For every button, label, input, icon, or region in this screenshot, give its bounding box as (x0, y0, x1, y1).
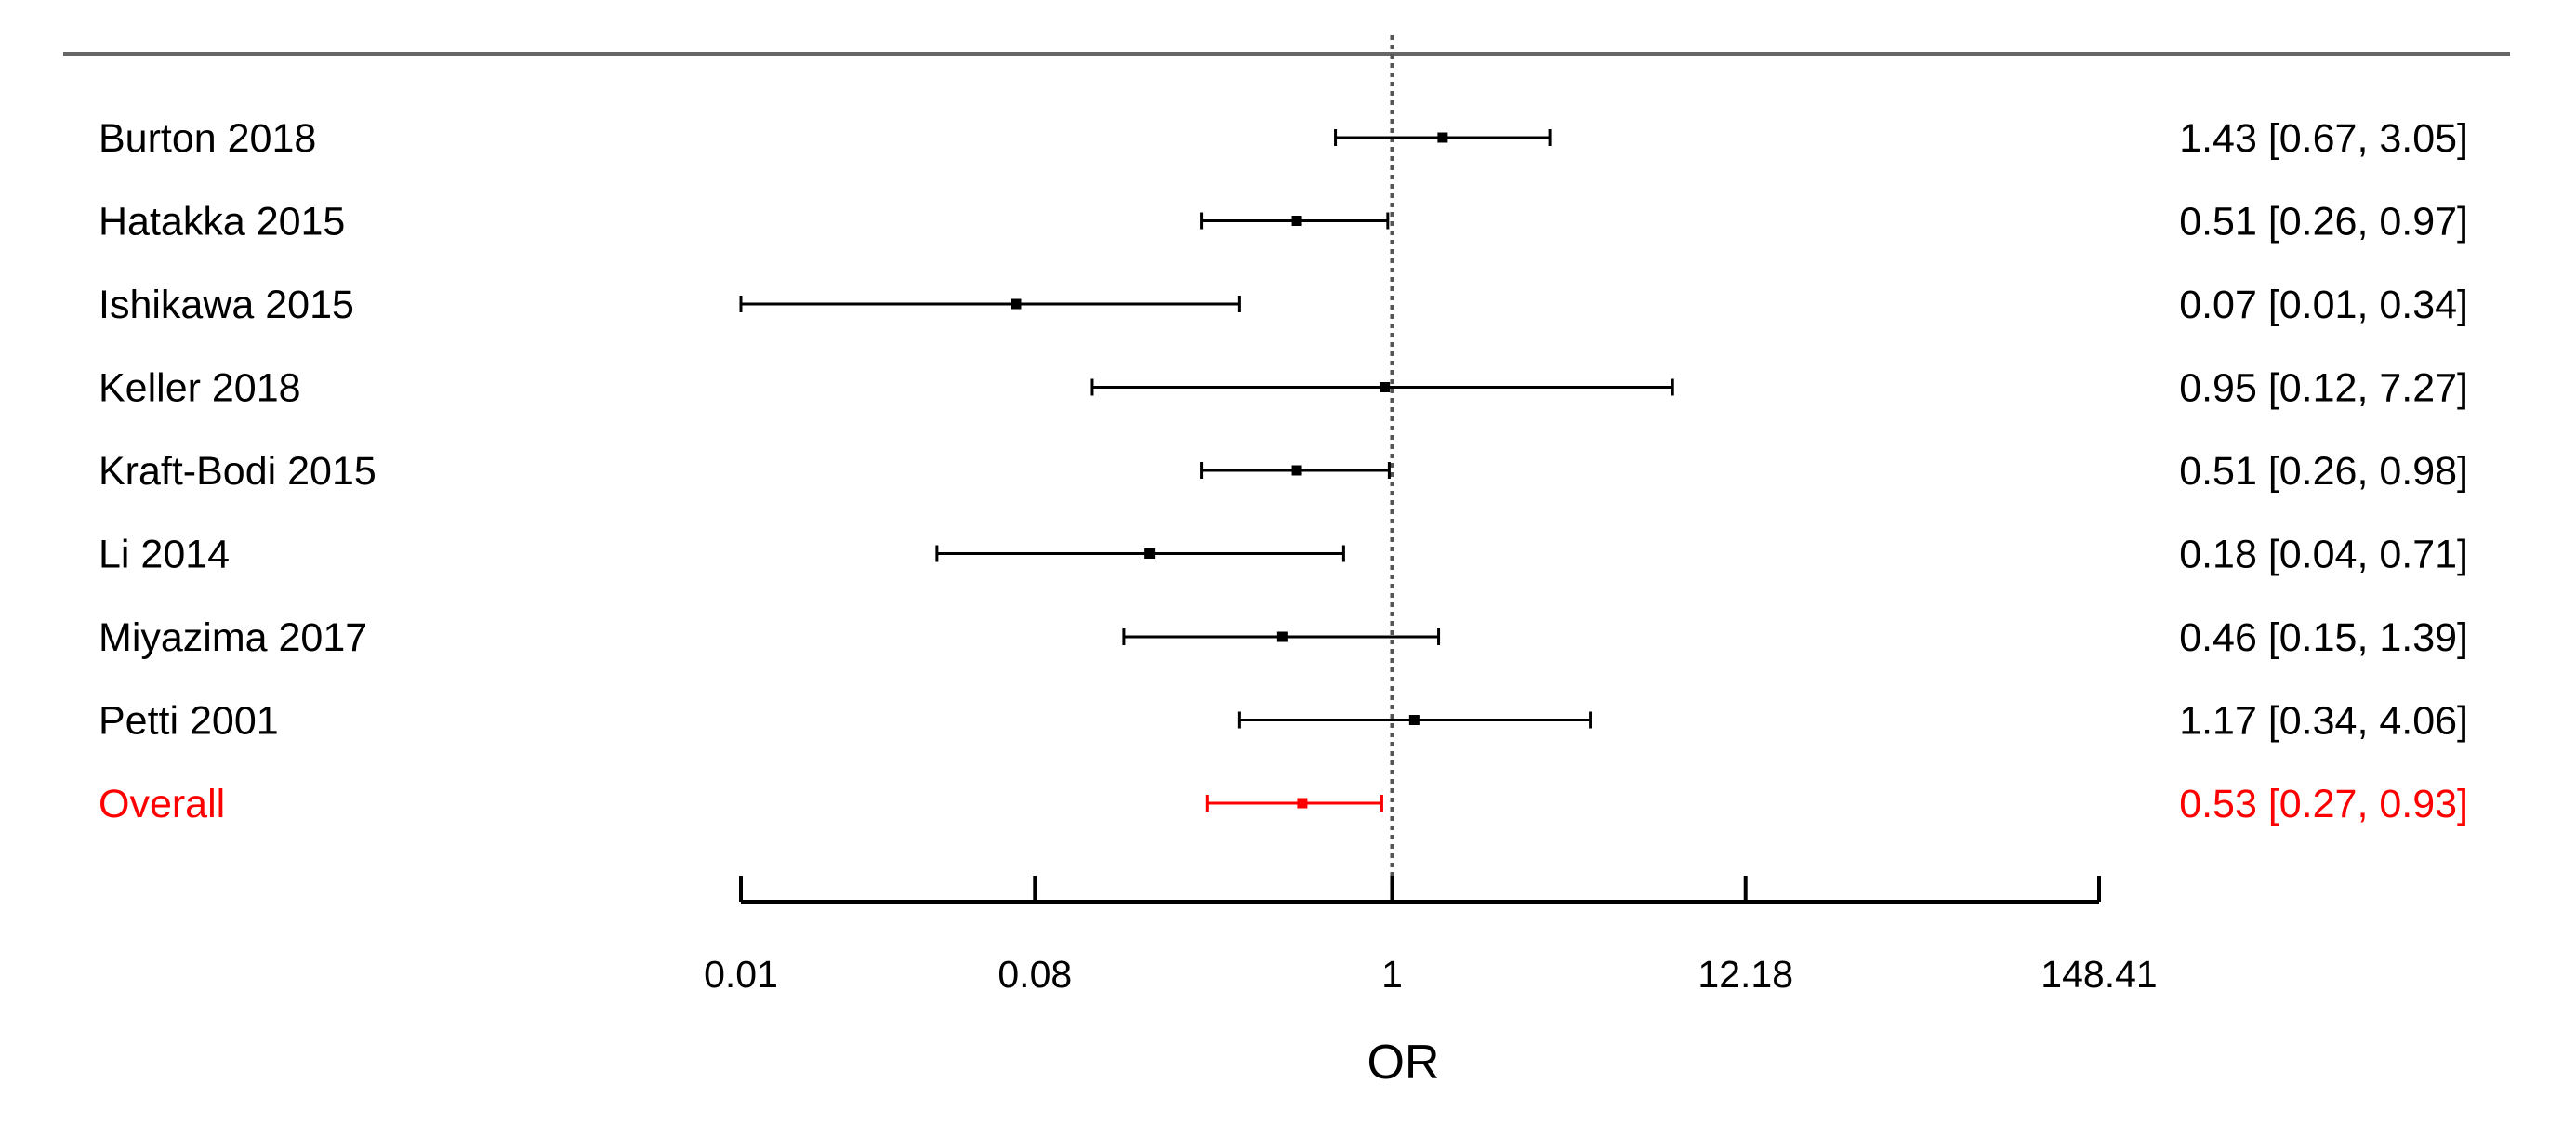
point-estimate-marker (1291, 216, 1302, 226)
ci-text: 1.43 [0.67, 3.05] (2179, 116, 2468, 161)
study-label: Hatakka 2015 (99, 200, 345, 244)
study-label: Li 2014 (99, 533, 230, 577)
study-label: Ishikawa 2015 (99, 283, 354, 327)
point-estimate-marker (1437, 132, 1448, 143)
study-label: Kraft-Bodi 2015 (99, 449, 376, 494)
study-label: Burton 2018 (99, 116, 316, 161)
study-row: Burton 2018 1.43 [0.67, 3.05] (99, 116, 2468, 161)
study-row: Ishikawa 2015 0.07 [0.01, 0.34] (99, 283, 2468, 327)
point-estimate-marker (1276, 631, 1288, 642)
ci-text: 0.18 [0.04, 0.71] (2179, 533, 2468, 577)
point-estimate-marker (1297, 798, 1308, 809)
study-row: Kraft-Bodi 2015 0.51 [0.26, 0.98] (99, 449, 2468, 494)
point-estimate-marker (1011, 298, 1022, 310)
ci-text: 0.51 [0.26, 0.98] (2179, 449, 2468, 494)
ci-text: 0.51 [0.26, 0.97] (2179, 200, 2468, 244)
study-row: Miyazima 2017 0.46 [0.15, 1.39] (99, 615, 2468, 660)
study-label: Petti 2001 (99, 699, 279, 744)
x-axis: 0.01 0.08 1 12.18 148.41 (704, 876, 2158, 996)
point-estimate-marker (1291, 465, 1302, 476)
study-label: Miyazima 2017 (99, 615, 367, 660)
ci-text: 1.17 [0.34, 4.06] (2179, 699, 2468, 744)
x-tick-label: 0.08 (997, 953, 1072, 996)
study-row: Hatakka 2015 0.51 [0.26, 0.97] (99, 200, 2468, 244)
study-row: Petti 2001 1.17 [0.34, 4.06] (99, 699, 2468, 744)
x-tick-label: 1 (1381, 953, 1403, 996)
study-row: Li 2014 0.18 [0.04, 0.71] (99, 533, 2468, 577)
study-row: Keller 2018 0.95 [0.12, 7.27] (99, 366, 2468, 411)
study-rows: Burton 2018 1.43 [0.67, 3.05] Hatakka 2015… (99, 116, 2468, 826)
overall-label: Overall (99, 782, 225, 826)
point-estimate-marker (1144, 548, 1156, 559)
ci-text: 0.46 [0.15, 1.39] (2179, 615, 2468, 660)
ci-text: 0.07 [0.01, 0.34] (2179, 283, 2468, 327)
x-tick-label: 148.41 (2041, 953, 2157, 996)
study-label: Keller 2018 (99, 366, 301, 411)
overall-ci-text: 0.53 [0.27, 0.93] (2179, 782, 2468, 826)
x-tick-label: 12.18 (1698, 953, 1793, 996)
x-axis-title: OR (1367, 1036, 1439, 1090)
point-estimate-marker (1408, 715, 1420, 725)
ci-text: 0.95 [0.12, 7.27] (2179, 366, 2468, 411)
point-estimate-marker (1380, 382, 1391, 392)
overall-row: Overall 0.53 [0.27, 0.93] (99, 782, 2468, 826)
x-tick-label: 0.01 (704, 953, 778, 996)
